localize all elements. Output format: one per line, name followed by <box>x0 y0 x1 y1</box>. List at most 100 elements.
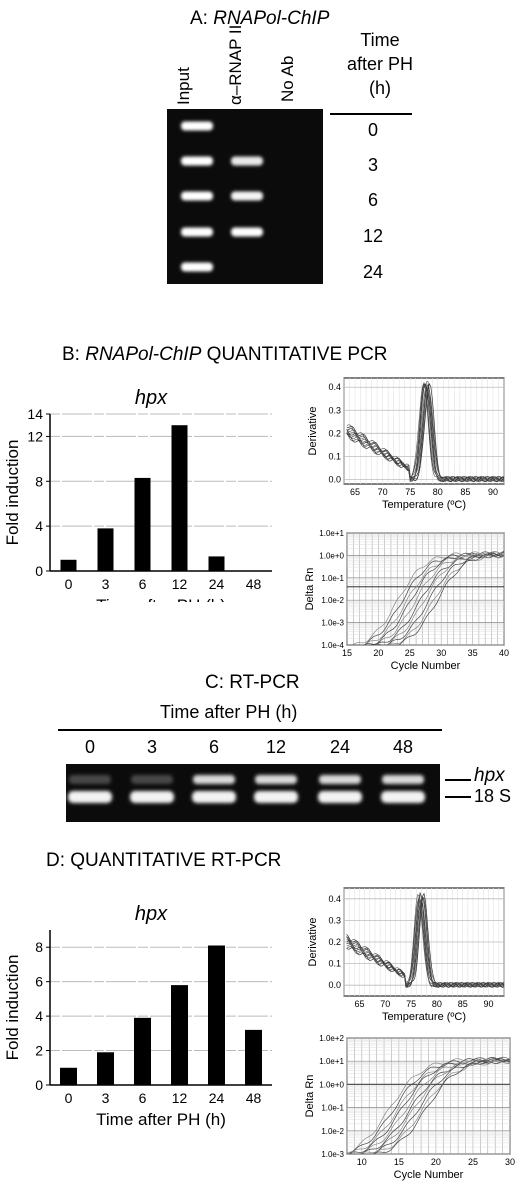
chart-D-bar-ytick-label-4: 4 <box>35 1008 43 1024</box>
time-header-line1: Time <box>360 30 400 50</box>
lane-label-rnap: α–RNAP II <box>226 25 246 105</box>
time-header-line3: (h) <box>369 78 391 98</box>
chart-B-amp-xlabel: Cycle Number <box>391 660 461 672</box>
time-header-rule <box>330 113 412 115</box>
c-time-24: 24 <box>329 737 351 757</box>
gel-a-band-input-12 <box>181 227 213 237</box>
panel-a-title: A: RNAPol-ChIP <box>190 8 329 30</box>
chart-B-melt-xtick-label-90: 90 <box>488 487 498 497</box>
chart-D-melt-xlabel: Temperature (ºC) <box>382 1011 466 1023</box>
gel-a-band-input-3 <box>181 156 213 166</box>
chart-D-bar-bar-48 <box>245 1029 262 1085</box>
chart-B-melt-trace-9 <box>346 382 505 483</box>
gel-c-band-hpx-0 <box>69 775 111 784</box>
chart-D-amp-trace-5 <box>347 1059 511 1155</box>
chart-d-amplification: 1.0e+2 1.0e+1 1.0e+0 1.0e-1 1.0e-2 1.0e-3 10 15… <box>304 1034 515 1181</box>
chart-D-melt-xtick-label-70: 70 <box>380 999 390 1009</box>
panel-d-title: D: QUANTITATIVE RT-PCR <box>46 850 281 872</box>
chart-D-melt-xtick-label-75: 75 <box>406 999 416 1009</box>
chart-D-bar-xtick-label-12: 12 <box>172 1090 188 1106</box>
chart-B-melt-ylabel: Derivative <box>307 407 319 456</box>
chart-D-melt-xtick-label-65: 65 <box>354 999 364 1009</box>
18s-marker <box>445 796 471 798</box>
chart-D-melt-xtick-label-80: 80 <box>432 999 442 1009</box>
chart-B-melt-ytick-label-0.2: 0.2 <box>328 428 341 438</box>
chart-D-melt-ytick-label-0: 0.0 <box>328 980 341 990</box>
chart-b-amplification: 1.0e+1 1.0e+0 1.0e-1 1.0e-2 1.0e-3 1.0e-415 20… <box>304 529 509 672</box>
gel-c-band-18s-0 <box>68 791 112 803</box>
chart-B-bar-bar-0 <box>60 559 77 571</box>
chart-D-bar-xtick-label-0: 0 <box>65 1090 73 1106</box>
gel-c-band-18s-3 <box>130 791 174 803</box>
chart-D-amp-xtick-label-20: 20 <box>431 1157 441 1167</box>
chart-D-melt-xtick-label-90: 90 <box>484 999 494 1009</box>
chart-D-amp-xlabel: Cycle Number <box>394 1169 464 1181</box>
chart-D-melt-ytick-label-0.2: 0.2 <box>328 937 341 947</box>
chart-D-melt-ytick-label-0.4: 0.4 <box>328 894 341 904</box>
chart-D-bar-xtick-label-24: 24 <box>209 1090 225 1106</box>
chart-B-bar-ylabel: Fold induction <box>3 440 22 546</box>
panel-c-rule <box>58 729 442 731</box>
chart-D-bar-xtick-label-48: 48 <box>246 1090 262 1106</box>
gel-c-band-18s-48 <box>381 791 425 803</box>
hpx-label-text: hpx <box>474 765 505 786</box>
chart-B-amp-frame <box>346 532 505 646</box>
chart-D-bar-xtick-label-3: 3 <box>102 1090 110 1106</box>
chart-B-melt-trace-7 <box>346 383 505 482</box>
chart-B-amp-xtick-label-20: 20 <box>373 648 383 658</box>
chart-D-melt-trace-9 <box>346 892 505 988</box>
chart-B-melt-xtick-label-80: 80 <box>433 487 443 497</box>
chart-B-melt-xtick-label-85: 85 <box>460 487 470 497</box>
chart-B-amp-trace-9 <box>347 552 505 646</box>
chart-B-bar-ytick-label-12: 12 <box>27 428 43 444</box>
gel-a-band-input-6 <box>181 191 213 201</box>
chart-B-bar-ytick-label-14: 14 <box>27 406 43 422</box>
chart-B-amp-xtick-label-30: 30 <box>436 648 446 658</box>
gel-c-band-18s-12 <box>254 791 298 803</box>
chart-D-bar-bar-3 <box>97 1052 114 1085</box>
chart-D-amp-xtick-label-25: 25 <box>468 1157 478 1167</box>
lane-label-rnap-text: α–RNAP II <box>226 24 245 105</box>
chart-B-bar-ytick-label-0: 0 <box>35 563 43 579</box>
chart-B-melt-trace-2 <box>346 385 505 482</box>
chart-B-amp-trace-0 <box>347 551 505 646</box>
panel-b-title-prefix: B: <box>62 344 86 365</box>
chart-B-amp-xtick-label-25: 25 <box>405 648 415 658</box>
gel-c <box>66 764 440 822</box>
chart-B-bar-xtick-label-24: 24 <box>209 576 225 592</box>
chart-B-melt-ytick-label-0: 0.0 <box>328 474 341 484</box>
c-time-48: 48 <box>392 737 414 757</box>
chart-D-amp-xtick-label-15: 15 <box>394 1157 404 1167</box>
chart-D-bar-title: hpx <box>135 903 168 925</box>
chart-D-bar-bar-0 <box>60 1067 77 1085</box>
time-24: 24 <box>362 262 384 282</box>
panel-c-subtitle-text: Time after PH (h) <box>160 702 298 722</box>
c-time-6: 6 <box>208 737 219 757</box>
chart-D-melt-ytick-label-0.3: 0.3 <box>328 915 341 925</box>
chart-D-melt-trace-6 <box>346 897 505 988</box>
chart-D-amp-trace-0 <box>347 1056 511 1153</box>
chart-B-melt-xlabel: Temperature (ºC) <box>382 499 466 511</box>
time-6: 6 <box>367 190 378 210</box>
chart-D-bar-xtick-label-6: 6 <box>139 1090 147 1106</box>
chart-B-melt-trace-8 <box>346 389 505 482</box>
chart-B-bar-bar-12 <box>171 425 188 571</box>
gel-a-band-rnap-12 <box>231 227 263 237</box>
chart-D-amp-ytick-label-1.0e-3: 1.0e-3 <box>321 1150 344 1159</box>
chart-B-melt-ytick-label-0.4: 0.4 <box>328 382 341 392</box>
chart-B-bar-xlabel: Time after PH (h) <box>96 596 226 602</box>
chart-D-bar-ytick-label-6: 6 <box>35 974 43 990</box>
gel-c-band-hpx-6 <box>193 775 235 784</box>
gel-a <box>167 109 323 284</box>
chart-D-melt-trace-3 <box>346 891 505 988</box>
gel-c-band-hpx-12 <box>255 775 297 784</box>
chart-B-bar-xtick-label-48: 48 <box>246 576 262 592</box>
chart-D-amp-xtick-label-10: 10 <box>357 1157 367 1167</box>
chart-d-melt-curve: 0.0 0.1 0.2 0.3 0.4 65 70 75 80 85 90 Temperature (… <box>307 887 505 1023</box>
chart-D-amp-trace-6 <box>347 1057 511 1155</box>
chart-B-amp-ytick-label-1.0e+0: 1.0e+0 <box>319 551 344 560</box>
chart-B-bar-xtick-label-3: 3 <box>102 576 110 592</box>
lane-label-noab-text: No Ab <box>278 55 297 102</box>
chart-B-bar-ytick-label-4: 4 <box>35 518 43 534</box>
time-12: 12 <box>362 226 384 246</box>
